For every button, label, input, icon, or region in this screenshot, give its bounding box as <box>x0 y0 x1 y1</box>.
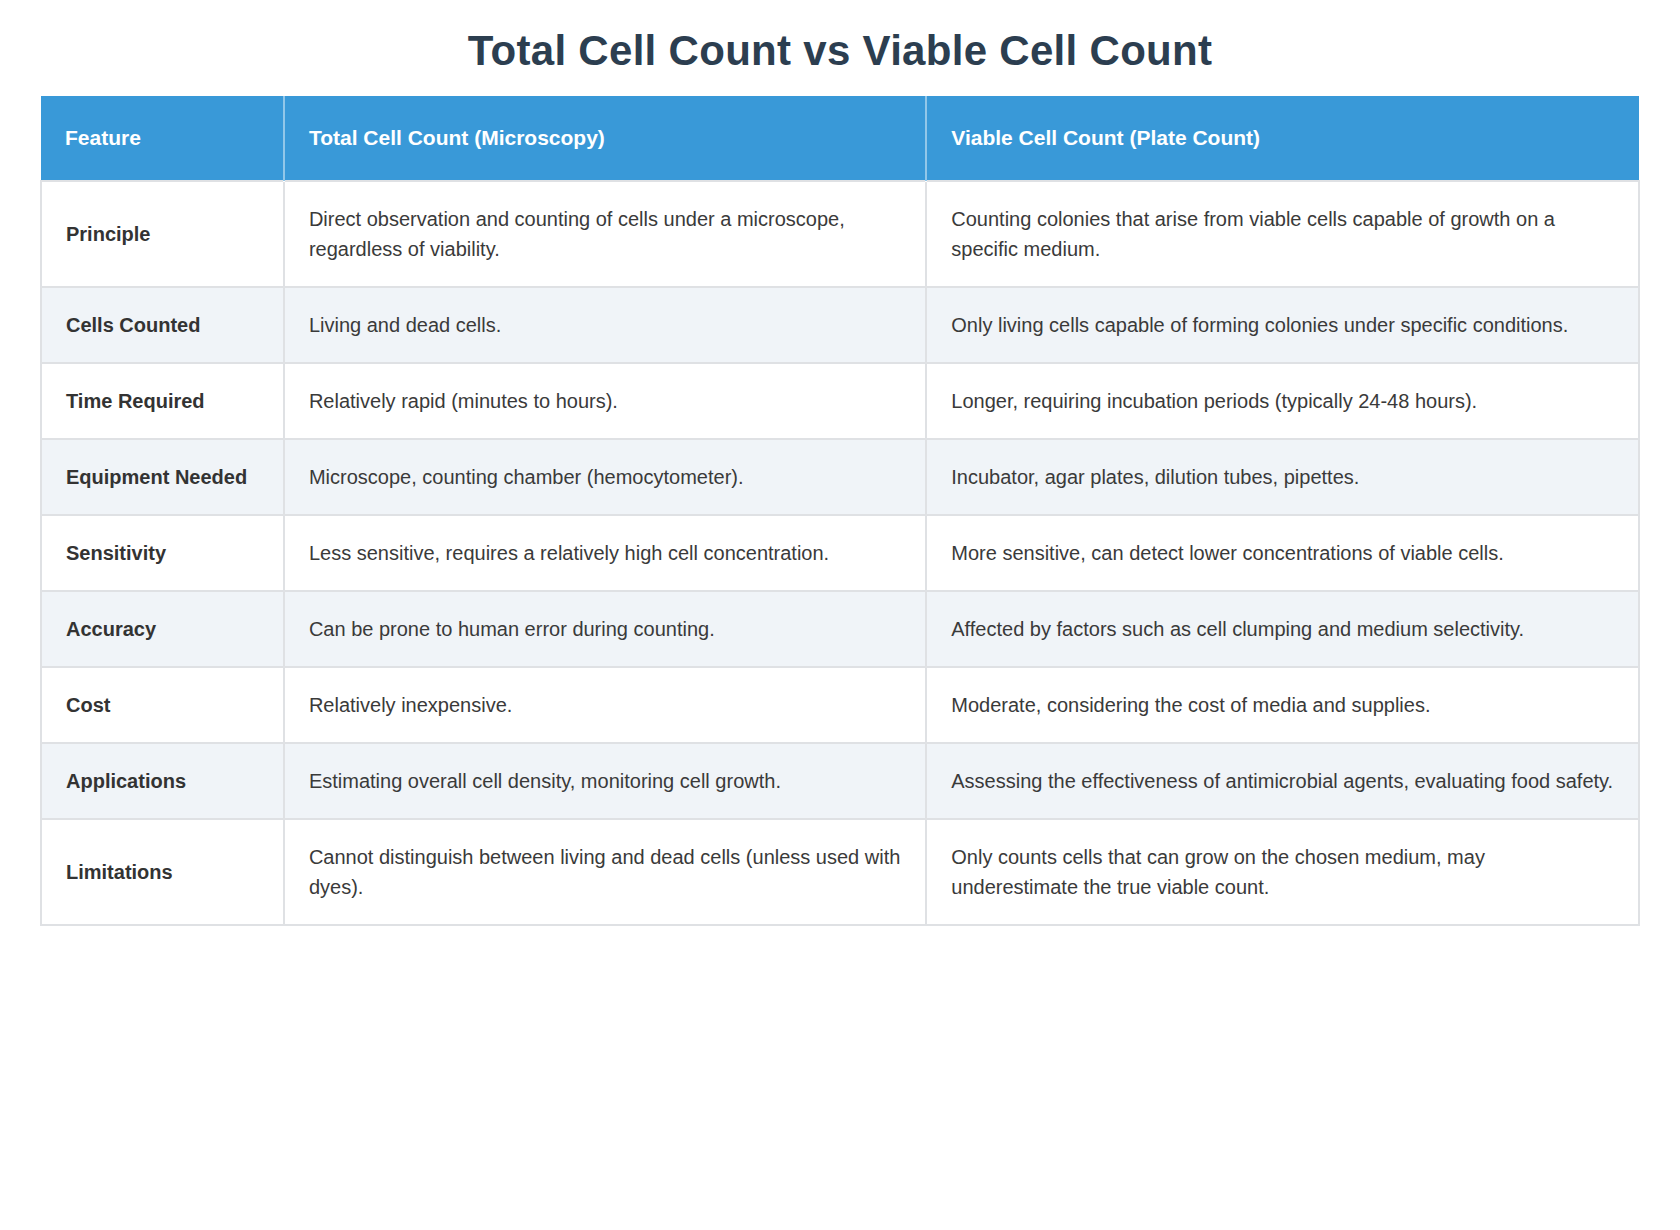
viable-cell-count-cell: More sensitive, can detect lower concent… <box>926 515 1639 591</box>
total-cell-count-cell: Estimating overall cell density, monitor… <box>284 743 926 819</box>
total-cell-count-cell: Less sensitive, requires a relatively hi… <box>284 515 926 591</box>
total-cell-count-cell: Living and dead cells. <box>284 287 926 363</box>
table-row: Time Required Relatively rapid (minutes … <box>41 363 1639 439</box>
row-feature-label: Cells Counted <box>41 287 284 363</box>
row-feature-label: Accuracy <box>41 591 284 667</box>
row-feature-label: Sensitivity <box>41 515 284 591</box>
viable-cell-count-cell: Assessing the effectiveness of antimicro… <box>926 743 1639 819</box>
total-cell-count-cell: Can be prone to human error during count… <box>284 591 926 667</box>
table-row: Limitations Cannot distinguish between l… <box>41 819 1639 925</box>
total-cell-count-cell: Cannot distinguish between living and de… <box>284 819 926 925</box>
table-row: Principle Direct observation and countin… <box>41 181 1639 287</box>
viable-cell-count-cell: Only living cells capable of forming col… <box>926 287 1639 363</box>
row-feature-label: Cost <box>41 667 284 743</box>
column-header-total-cell-count: Total Cell Count (Microscopy) <box>284 96 926 181</box>
row-feature-label: Applications <box>41 743 284 819</box>
total-cell-count-cell: Direct observation and counting of cells… <box>284 181 926 287</box>
table-body: Principle Direct observation and countin… <box>41 181 1639 925</box>
viable-cell-count-cell: Longer, requiring incubation periods (ty… <box>926 363 1639 439</box>
column-header-feature: Feature <box>41 96 284 181</box>
row-feature-label: Limitations <box>41 819 284 925</box>
row-feature-label: Principle <box>41 181 284 287</box>
total-cell-count-cell: Relatively rapid (minutes to hours). <box>284 363 926 439</box>
viable-cell-count-cell: Counting colonies that arise from viable… <box>926 181 1639 287</box>
page-title: Total Cell Count vs Viable Cell Count <box>40 0 1640 96</box>
row-feature-label: Equipment Needed <box>41 439 284 515</box>
table-row: Equipment Needed Microscope, counting ch… <box>41 439 1639 515</box>
total-cell-count-cell: Relatively inexpensive. <box>284 667 926 743</box>
comparison-table: Feature Total Cell Count (Microscopy) Vi… <box>40 96 1640 926</box>
viable-cell-count-cell: Only counts cells that can grow on the c… <box>926 819 1639 925</box>
table-row: Applications Estimating overall cell den… <box>41 743 1639 819</box>
table-header-row: Feature Total Cell Count (Microscopy) Vi… <box>41 96 1639 181</box>
page: Total Cell Count vs Viable Cell Count Fe… <box>0 0 1680 1230</box>
viable-cell-count-cell: Incubator, agar plates, dilution tubes, … <box>926 439 1639 515</box>
table-row: Sensitivity Less sensitive, requires a r… <box>41 515 1639 591</box>
total-cell-count-cell: Microscope, counting chamber (hemocytome… <box>284 439 926 515</box>
table-row: Cells Counted Living and dead cells. Onl… <box>41 287 1639 363</box>
viable-cell-count-cell: Moderate, considering the cost of media … <box>926 667 1639 743</box>
table-row: Accuracy Can be prone to human error dur… <box>41 591 1639 667</box>
column-header-viable-cell-count: Viable Cell Count (Plate Count) <box>926 96 1639 181</box>
table-row: Cost Relatively inexpensive. Moderate, c… <box>41 667 1639 743</box>
row-feature-label: Time Required <box>41 363 284 439</box>
viable-cell-count-cell: Affected by factors such as cell clumpin… <box>926 591 1639 667</box>
